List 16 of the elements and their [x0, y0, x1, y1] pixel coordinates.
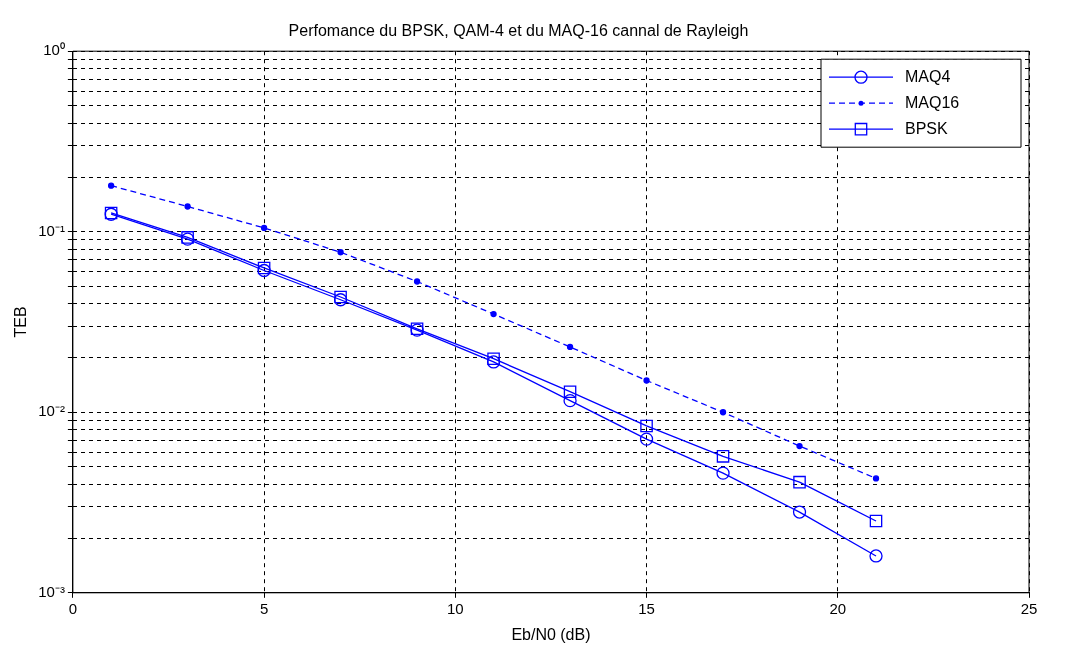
y-tick-label: 10⁰ [43, 41, 65, 59]
legend-label: MAQ16 [905, 93, 960, 111]
y-axis-title: TEB [12, 306, 30, 338]
y-tick-label: 10⁻² [38, 402, 65, 420]
y-tick-label: 10⁻¹ [38, 221, 65, 239]
y-tick-label: 10⁻³ [38, 582, 65, 600]
x-tick-label: 20 [829, 599, 847, 617]
x-tick-label: 10 [446, 599, 464, 617]
legend-label: BPSK [905, 119, 949, 137]
legend-label: MAQ4 [905, 67, 951, 85]
x-axis-title: Eb/N0 (dB) [511, 625, 591, 643]
x-tick-label: 0 [68, 599, 78, 617]
chart-title: Perfomance du BPSK, QAM-4 et du MAQ-16 cannal de Rayleigh [288, 22, 749, 40]
x-tick-label: 5 [259, 599, 269, 617]
x-tick-label: 25 [1020, 599, 1038, 617]
x-tick-label: 15 [638, 599, 655, 617]
